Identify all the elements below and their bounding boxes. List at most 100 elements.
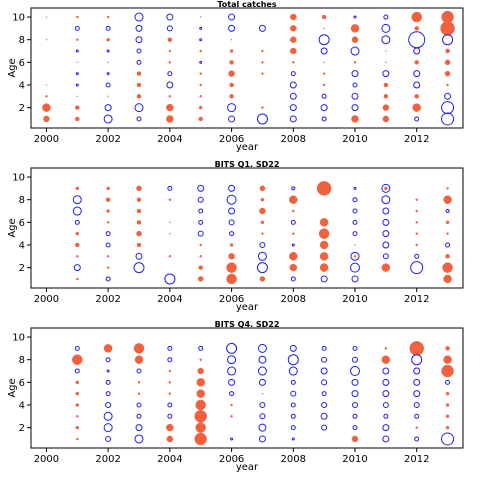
negative-bubble: [413, 367, 421, 375]
panel-title: BITS Q4. SD22: [215, 320, 280, 329]
negative-bubble: [134, 434, 144, 444]
positive-bubble: [199, 358, 202, 361]
negative-bubble: [104, 104, 112, 112]
positive-bubble: [169, 232, 171, 235]
negative-bubble: [413, 81, 421, 89]
x-axis-label: year: [236, 302, 259, 313]
positive-bubble: [194, 432, 207, 446]
positive-bubble: [351, 435, 359, 443]
positive-bubble: [75, 116, 80, 122]
negative-bubble: [381, 195, 391, 205]
negative-bubble: [320, 367, 328, 375]
positive-bubble: [445, 346, 450, 351]
positive-bubble: [229, 94, 234, 99]
negative-bubble: [321, 424, 328, 431]
positive-bubble: [168, 392, 172, 395]
positive-bubble: [196, 389, 205, 398]
negative-bubble: [353, 186, 357, 190]
panel-bits-q1: BITS Q1. SD22 year Age 2000 2002 2004 2006 2…: [7, 160, 464, 313]
negative-bubble: [105, 357, 111, 363]
negative-bubble: [381, 35, 391, 45]
negative-bubble: [136, 59, 142, 65]
negative-bubble: [258, 24, 266, 32]
negative-bubble: [134, 12, 144, 22]
positive-bubble: [443, 355, 452, 364]
negative-bubble: [441, 112, 455, 126]
positive-bubble: [106, 15, 110, 19]
positive-bubble: [384, 347, 388, 350]
y-axis-label: Age: [7, 218, 18, 237]
negative-bubble: [105, 242, 111, 248]
negative-bubble: [290, 425, 296, 431]
negative-bubble: [75, 83, 79, 87]
negative-bubble: [256, 113, 268, 125]
negative-bubble: [167, 402, 173, 408]
negative-bubble: [105, 276, 111, 282]
negative-bubble: [74, 345, 80, 351]
negative-bubble: [290, 413, 296, 419]
negative-bubble: [226, 342, 238, 354]
positive-bubble: [230, 415, 233, 418]
positive-bubble: [75, 105, 80, 110]
positive-bubble: [226, 262, 237, 273]
positive-bubble: [409, 341, 424, 356]
positive-bubble: [415, 198, 418, 201]
negative-bubble: [382, 230, 390, 238]
y-tick-label: 8: [19, 35, 25, 46]
positive-bubble: [226, 273, 237, 285]
positive-bubble: [229, 60, 234, 65]
positive-bubble: [45, 95, 48, 98]
x-tick-label: 2010: [342, 294, 367, 305]
negative-bubble: [228, 207, 236, 215]
positive-bubble: [289, 252, 298, 261]
positive-bubble: [445, 425, 450, 430]
negative-bubble: [382, 253, 389, 260]
negative-bubble: [414, 253, 420, 259]
negative-bubble: [105, 435, 112, 442]
positive-bubble: [105, 197, 111, 202]
negative-bubble: [352, 82, 358, 88]
positive-bubble: [195, 422, 206, 433]
negative-bubble: [414, 413, 420, 419]
positive-bubble: [76, 15, 79, 19]
negative-bubble: [167, 185, 173, 191]
positive-bubble: [383, 82, 389, 88]
positive-bubble: [260, 197, 265, 202]
positive-bubble: [441, 364, 454, 378]
positive-bubble: [106, 209, 110, 213]
negative-bubble: [351, 92, 359, 100]
negative-bubble: [105, 82, 111, 88]
plot-frame: [30, 327, 464, 449]
x-tick-label: 2004: [157, 454, 182, 465]
plot-frame: [30, 7, 464, 129]
negative-bubble: [320, 412, 328, 420]
negative-bubble: [136, 368, 142, 374]
negative-bubble: [352, 231, 358, 237]
negative-bubble: [320, 275, 328, 283]
negative-bubble: [106, 72, 110, 76]
negative-bubble: [321, 379, 328, 386]
positive-bubble: [197, 276, 204, 282]
positive-bubble: [381, 355, 391, 364]
positive-bubble: [383, 94, 389, 99]
positive-bubble: [75, 380, 80, 385]
negative-bubble: [381, 183, 391, 193]
negative-bubble: [105, 25, 111, 31]
y-axis-label: Age: [7, 378, 18, 397]
negative-bubble: [259, 241, 266, 248]
negative-bubble: [321, 116, 327, 122]
negative-bubble: [382, 435, 390, 443]
positive-bubble: [229, 243, 234, 247]
negative-bubble: [382, 207, 390, 215]
positive-bubble: [168, 255, 172, 258]
negative-bubble: [199, 26, 203, 30]
negative-bubble: [258, 435, 266, 443]
positive-bubble: [382, 104, 390, 111]
y-tick-label: 8: [19, 195, 25, 206]
negative-bubble: [383, 413, 389, 419]
negative-bubble: [228, 219, 235, 226]
positive-bubble: [319, 263, 329, 272]
positive-bubble: [75, 186, 80, 191]
negative-bubble: [289, 104, 297, 112]
x-tick-label: 2000: [34, 294, 59, 305]
